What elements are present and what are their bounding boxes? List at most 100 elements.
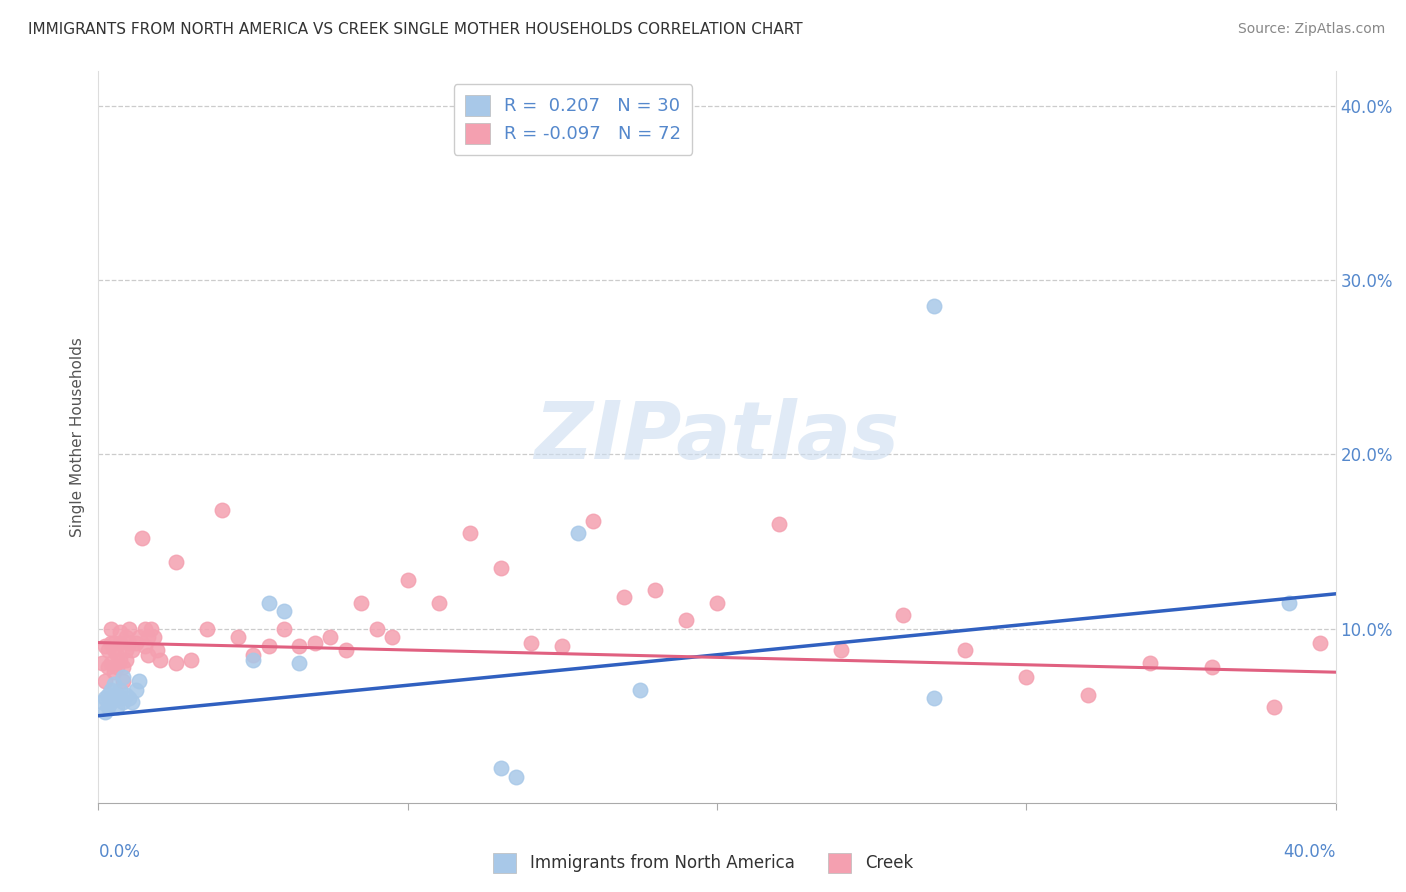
Point	[644, 583, 666, 598]
Point	[112, 660, 135, 674]
Point	[100, 622, 122, 636]
Point	[118, 691, 141, 706]
Point	[350, 595, 373, 609]
Point	[613, 591, 636, 605]
Point	[139, 622, 162, 636]
Point	[242, 648, 264, 662]
Point	[922, 691, 945, 706]
Point	[675, 613, 697, 627]
Point	[115, 631, 138, 645]
Point	[105, 648, 128, 662]
Point	[891, 607, 914, 622]
Point	[366, 622, 388, 636]
Point	[118, 622, 141, 636]
Point	[458, 525, 481, 540]
Point	[1278, 595, 1301, 609]
Point	[1077, 688, 1099, 702]
Point	[112, 673, 135, 688]
Point	[226, 631, 249, 645]
Text: ZIPatlas: ZIPatlas	[534, 398, 900, 476]
Point	[319, 631, 342, 645]
Point	[180, 653, 202, 667]
Point	[108, 682, 131, 697]
Point	[706, 595, 728, 609]
Point	[134, 622, 156, 636]
Point	[288, 639, 311, 653]
Point	[118, 635, 141, 649]
Point	[97, 660, 120, 674]
Point	[288, 657, 311, 671]
Point	[768, 517, 790, 532]
Point	[115, 688, 138, 702]
Point	[121, 695, 143, 709]
Point	[489, 761, 512, 775]
Point	[108, 691, 131, 706]
Point	[93, 691, 115, 706]
Point	[551, 639, 574, 653]
Point	[136, 631, 159, 645]
Point	[520, 635, 543, 649]
Point	[112, 695, 135, 709]
Legend: Immigrants from North America, Creek: Immigrants from North America, Creek	[486, 847, 920, 880]
Point	[257, 595, 280, 609]
Point	[273, 604, 295, 618]
Point	[134, 639, 156, 653]
Point	[97, 642, 120, 657]
Point	[1139, 657, 1161, 671]
Point	[103, 635, 125, 649]
Point	[257, 639, 280, 653]
Point	[103, 665, 125, 680]
Point	[131, 531, 153, 545]
Point	[115, 653, 138, 667]
Point	[427, 595, 450, 609]
Point	[582, 514, 605, 528]
Point	[1015, 670, 1038, 684]
Point	[97, 688, 120, 702]
Point	[1201, 660, 1223, 674]
Point	[90, 657, 112, 671]
Text: 0.0%: 0.0%	[98, 843, 141, 861]
Point	[105, 700, 128, 714]
Point	[211, 503, 233, 517]
Point	[100, 682, 122, 697]
Point	[108, 635, 131, 649]
Point	[108, 653, 131, 667]
Point	[103, 677, 125, 691]
Point	[108, 625, 131, 640]
Point	[115, 642, 138, 657]
Point	[100, 635, 122, 649]
Point	[165, 556, 187, 570]
Point	[195, 622, 218, 636]
Point	[105, 688, 128, 702]
Point	[105, 660, 128, 674]
Point	[136, 648, 159, 662]
Point	[567, 525, 589, 540]
Point	[90, 695, 112, 709]
Point	[830, 642, 852, 657]
Point	[381, 631, 404, 645]
Point	[112, 670, 135, 684]
Point	[97, 700, 120, 714]
Point	[1309, 635, 1331, 649]
Point	[103, 642, 125, 657]
Text: 40.0%: 40.0%	[1284, 843, 1336, 861]
Point	[335, 642, 357, 657]
Point	[124, 635, 146, 649]
Point	[242, 653, 264, 667]
Point	[100, 695, 122, 709]
Point	[93, 639, 115, 653]
Point	[146, 642, 169, 657]
Point	[628, 682, 651, 697]
Text: IMMIGRANTS FROM NORTH AMERICA VS CREEK SINGLE MOTHER HOUSEHOLDS CORRELATION CHAR: IMMIGRANTS FROM NORTH AMERICA VS CREEK S…	[28, 22, 803, 37]
Point	[149, 653, 172, 667]
Point	[128, 631, 150, 645]
Legend: R =  0.207   N = 30, R = -0.097   N = 72: R = 0.207 N = 30, R = -0.097 N = 72	[454, 84, 692, 154]
Y-axis label: Single Mother Households: Single Mother Households	[70, 337, 86, 537]
Point	[121, 642, 143, 657]
Point	[100, 657, 122, 671]
Point	[1263, 700, 1285, 714]
Text: Source: ZipAtlas.com: Source: ZipAtlas.com	[1237, 22, 1385, 37]
Point	[922, 300, 945, 314]
Point	[396, 573, 419, 587]
Point	[505, 770, 527, 784]
